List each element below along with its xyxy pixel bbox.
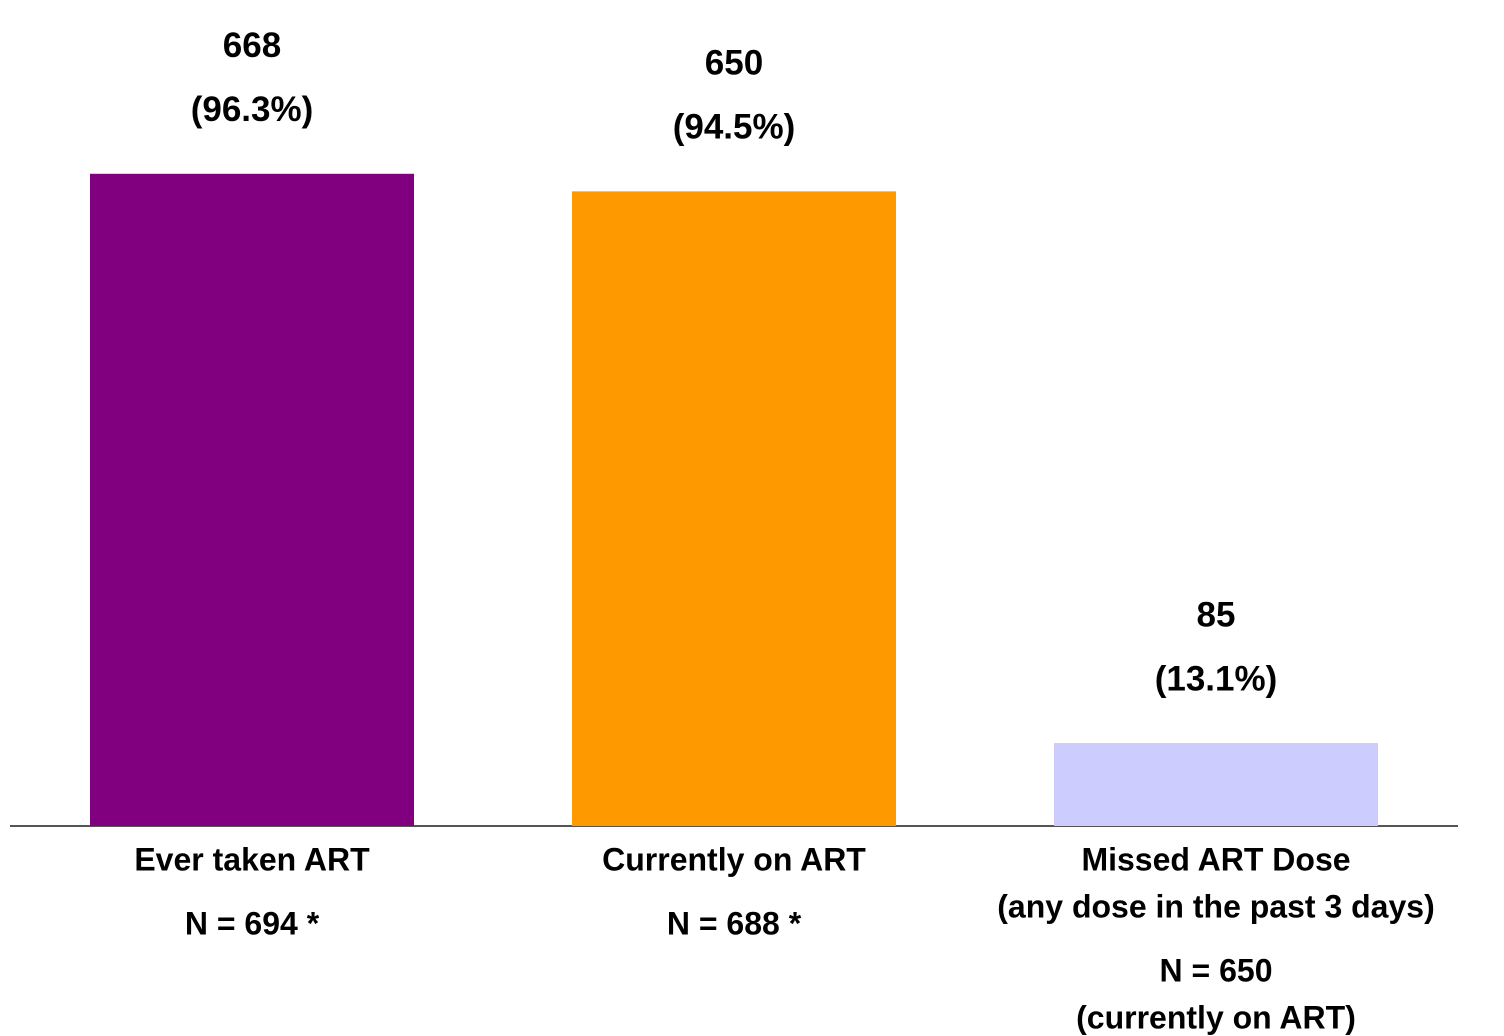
value-label: 668	[223, 26, 281, 65]
category-label: Ever taken ART	[134, 841, 370, 877]
sample-size-label: (currently on ART)	[1076, 999, 1356, 1035]
category-label: (any dose in the past 3 days)	[997, 888, 1434, 924]
value-label: 85	[1197, 595, 1236, 634]
category-label: Currently on ART	[602, 841, 866, 877]
sample-size-label: N = 694 *	[185, 905, 320, 941]
percent-label: (94.5%)	[673, 108, 796, 147]
sample-size-label: N = 650	[1160, 952, 1273, 988]
percent-label: (13.1%)	[1155, 659, 1278, 698]
bar	[1054, 743, 1378, 826]
bar	[90, 173, 414, 826]
sample-size-label: N = 688 *	[667, 905, 802, 941]
bar	[572, 191, 896, 826]
percent-label: (96.3%)	[191, 90, 314, 129]
value-label: 650	[705, 44, 763, 83]
category-label: Missed ART Dose	[1081, 841, 1350, 877]
